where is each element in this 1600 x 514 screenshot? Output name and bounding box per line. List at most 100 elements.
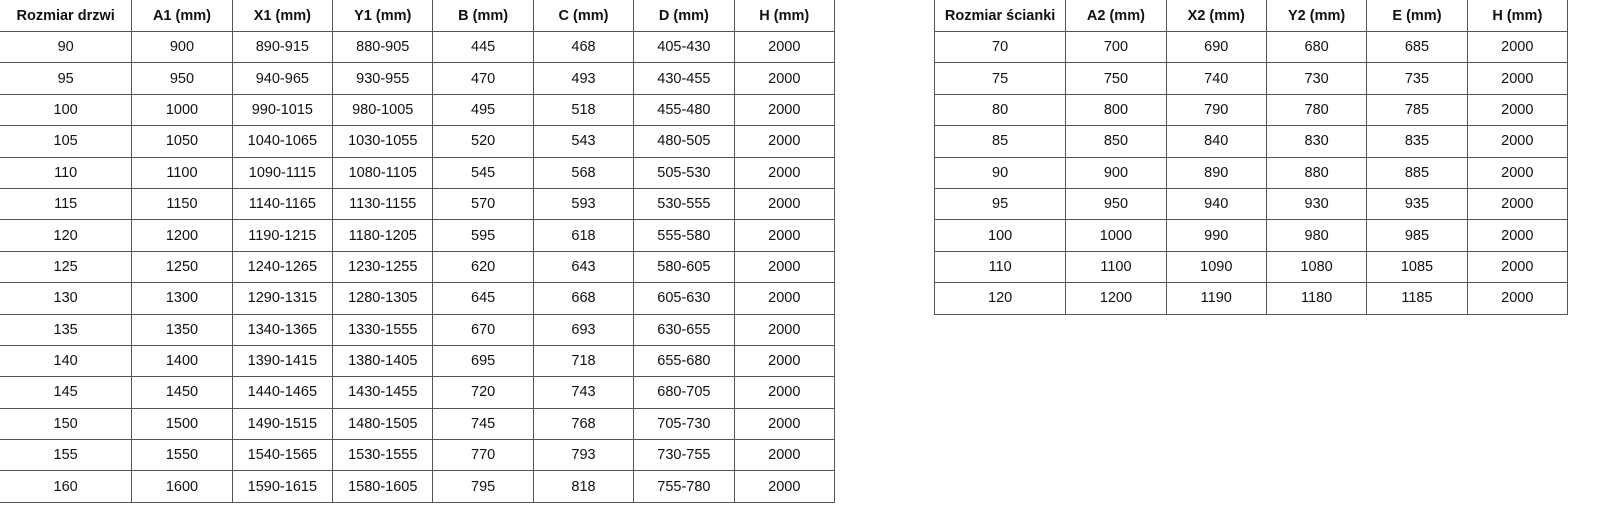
door-sizes-table: Rozmiar drzwi A1 (mm) X1 (mm) Y1 (mm) B (mm)… xyxy=(0,0,836,503)
wall-sizes-table: Rozmiar ścianki A2 (mm) X2 (mm) Y2 (mm) E (m… xyxy=(933,0,1569,315)
table-cell: 1350 xyxy=(131,313,233,346)
header-row: Rozmiar drzwi A1 (mm) X1 (mm) Y1 (mm) B (mm)… xyxy=(0,0,836,32)
table-cell: 2000 xyxy=(1466,187,1569,221)
table-cell: 2000 xyxy=(1466,156,1569,189)
table-cell: 1280-1305 xyxy=(332,282,434,315)
table-cell: 568 xyxy=(532,156,635,189)
table-cell: 150 xyxy=(0,407,133,441)
table-cell: 700 xyxy=(1065,30,1167,64)
table-cell: 940 xyxy=(1165,187,1267,221)
table-cell: 455-480 xyxy=(633,93,735,127)
table-cell: 790 xyxy=(1165,93,1267,127)
column-header: Rozmiar ścianki xyxy=(933,0,1067,32)
table-cell: 90 xyxy=(0,30,133,64)
table-cell: 1600 xyxy=(131,470,233,503)
table-row: 75 750 740 730 735 2000 xyxy=(933,62,1569,95)
table-row: 160 1600 1590-1615 1580-1605 795 818 755-780 20… xyxy=(0,470,836,503)
table-cell: 685 xyxy=(1366,30,1468,64)
table-cell: 1400 xyxy=(131,344,233,378)
table-cell: 105 xyxy=(0,125,133,158)
table-cell: 120 xyxy=(933,282,1067,315)
table-cell: 885 xyxy=(1366,156,1468,189)
column-header: E (mm) xyxy=(1366,0,1468,32)
table-row: 135 1350 1340-1365 1330-1555 670 693 630-655 20… xyxy=(0,313,836,346)
table-cell: 130 xyxy=(0,282,133,315)
table-cell: 935 xyxy=(1366,187,1468,221)
table-cell: 593 xyxy=(532,187,635,221)
table-cell: 950 xyxy=(1065,187,1167,221)
table-cell: 1530-1555 xyxy=(332,439,434,472)
table-cell: 1550 xyxy=(131,439,233,472)
table-cell: 850 xyxy=(1065,125,1167,158)
table-cell: 405-430 xyxy=(633,30,735,64)
column-header: H (mm) xyxy=(733,0,836,32)
table-cell: 1080 xyxy=(1265,250,1368,284)
column-header: C (mm) xyxy=(532,0,635,32)
table-cell: 990 xyxy=(1165,219,1267,252)
table-cell: 1390-1415 xyxy=(231,344,334,378)
table-row: 140 1400 1390-1415 1380-1405 695 718 655-680 20… xyxy=(0,344,836,378)
table-cell: 890-915 xyxy=(231,30,334,64)
table-cell: 1040-1065 xyxy=(231,125,334,158)
table-cell: 100 xyxy=(0,93,133,127)
column-header: Rozmiar drzwi xyxy=(0,0,133,32)
table-cell: 595 xyxy=(432,219,534,252)
table-cell: 110 xyxy=(0,156,133,189)
table-cell: 1340-1365 xyxy=(231,313,334,346)
table-cell: 1150 xyxy=(131,187,233,221)
table-cell: 900 xyxy=(131,30,233,64)
table-cell: 730 xyxy=(1265,62,1368,95)
table-cell: 505-530 xyxy=(633,156,735,189)
table-cell: 2000 xyxy=(733,376,836,409)
table-cell: 818 xyxy=(532,470,635,503)
table-cell: 745 xyxy=(432,407,534,441)
table-row: 130 1300 1290-1315 1280-1305 645 668 605-630 20… xyxy=(0,282,836,315)
table-cell: 1440-1465 xyxy=(231,376,334,409)
table-cell: 80 xyxy=(933,93,1067,127)
table-cell: 90 xyxy=(933,156,1067,189)
table-cell: 135 xyxy=(0,313,133,346)
table-cell: 2000 xyxy=(733,93,836,127)
table-cell: 545 xyxy=(432,156,534,189)
table-cell: 900 xyxy=(1065,156,1167,189)
table-row: 85 850 840 830 835 2000 xyxy=(933,125,1569,158)
table-cell: 643 xyxy=(532,250,635,284)
table-cell: 950 xyxy=(131,62,233,95)
column-header: X1 (mm) xyxy=(231,0,334,32)
table-row: 100 1000 990-1015 980-1005 495 518 455-480 2000 xyxy=(0,93,836,127)
table-cell: 75 xyxy=(933,62,1067,95)
table-cell: 1185 xyxy=(1366,282,1468,315)
table-cell: 2000 xyxy=(733,62,836,95)
table-cell: 670 xyxy=(432,313,534,346)
table-cell: 2000 xyxy=(733,439,836,472)
table-cell: 740 xyxy=(1165,62,1267,95)
table-row: 155 1550 1540-1565 1530-1555 770 793 730-755 20… xyxy=(0,439,836,472)
table-cell: 110 xyxy=(933,250,1067,284)
table-cell: 705-730 xyxy=(633,407,735,441)
table-cell: 495 xyxy=(432,93,534,127)
table-cell: 493 xyxy=(532,62,635,95)
table-cell: 668 xyxy=(532,282,635,315)
table-cell: 800 xyxy=(1065,93,1167,127)
table-cell: 2000 xyxy=(733,313,836,346)
table-cell: 605-630 xyxy=(633,282,735,315)
table-row: 95 950 940 930 935 2000 xyxy=(933,187,1569,221)
table-cell: 120 xyxy=(0,219,133,252)
table-cell: 618 xyxy=(532,219,635,252)
table-cell: 2000 xyxy=(733,125,836,158)
table-cell: 1300 xyxy=(131,282,233,315)
table-cell: 1050 xyxy=(131,125,233,158)
table-cell: 630-655 xyxy=(633,313,735,346)
table-cell: 2000 xyxy=(733,470,836,503)
table-cell: 940-965 xyxy=(231,62,334,95)
table-cell: 2000 xyxy=(1466,125,1569,158)
table-cell: 735 xyxy=(1366,62,1468,95)
table-cell: 1085 xyxy=(1366,250,1468,284)
table-cell: 680 xyxy=(1265,30,1368,64)
table-cell: 1330-1555 xyxy=(332,313,434,346)
table-cell: 795 xyxy=(432,470,534,503)
table-row: 105 1050 1040-1065 1030-1055 520 543 480-505 20… xyxy=(0,125,836,158)
table-cell: 1130-1155 xyxy=(332,187,434,221)
header-row: Rozmiar ścianki A2 (mm) X2 (mm) Y2 (mm) E (m… xyxy=(933,0,1569,32)
table-cell: 718 xyxy=(532,344,635,378)
